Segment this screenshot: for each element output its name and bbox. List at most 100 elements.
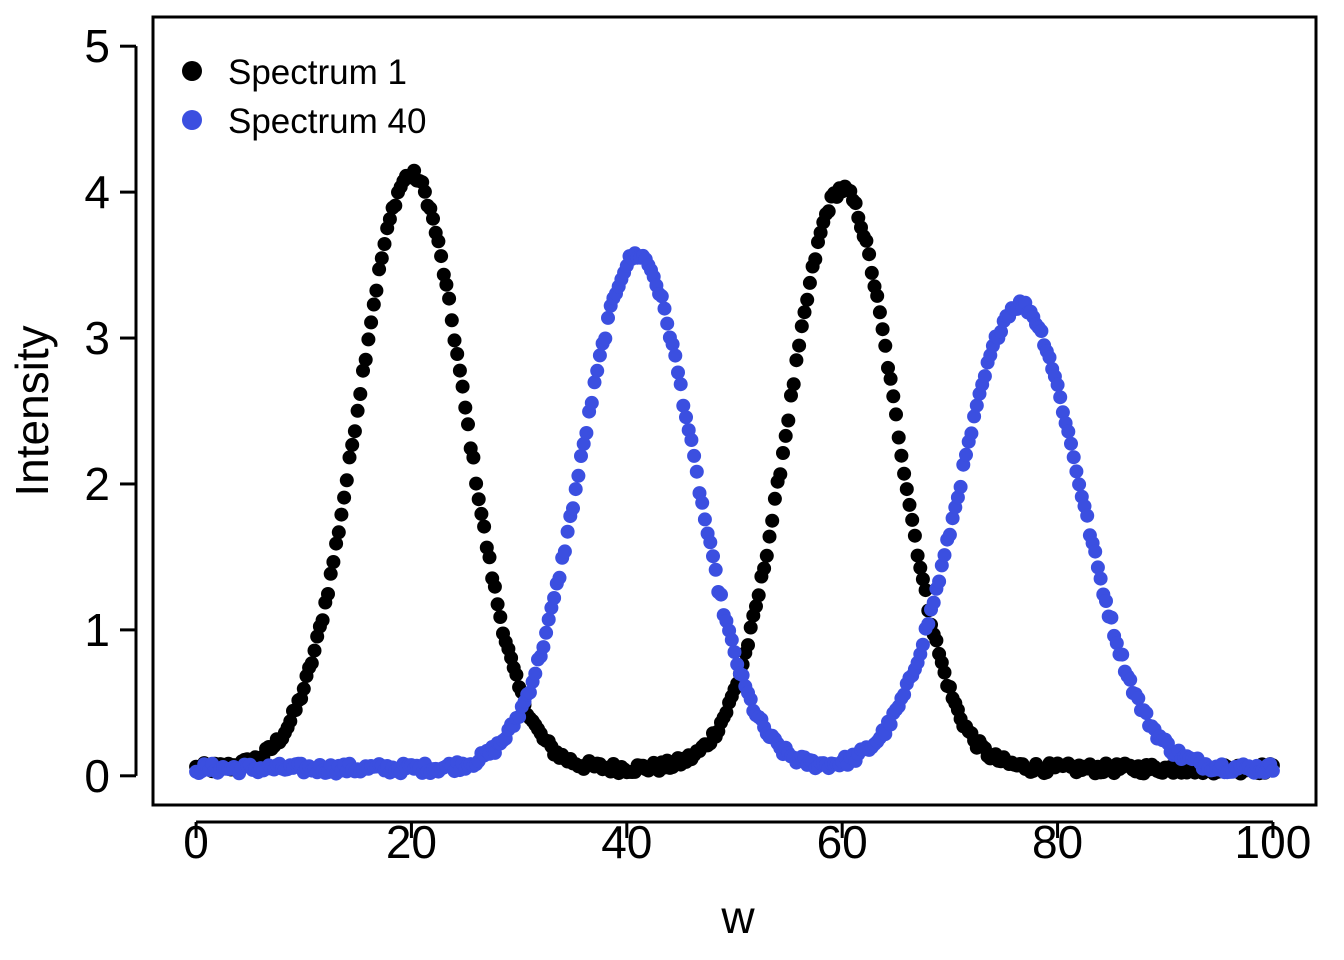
- x-tick-label: 80: [1032, 816, 1083, 868]
- legend-label-spectrum-1: Spectrum 1: [228, 53, 407, 92]
- data-point: [929, 633, 944, 648]
- data-point: [1042, 350, 1057, 365]
- data-point: [899, 482, 914, 497]
- data-point: [458, 400, 473, 415]
- data-point: [964, 426, 979, 441]
- data-point: [364, 315, 379, 330]
- data-point: [926, 595, 941, 610]
- data-point: [676, 398, 691, 413]
- data-point: [1088, 544, 1103, 559]
- data-point: [776, 446, 790, 460]
- data-point: [967, 409, 982, 424]
- data-point: [466, 450, 481, 465]
- data-point: [1104, 610, 1119, 625]
- data-point: [1090, 560, 1105, 575]
- data-point: [477, 519, 492, 534]
- data-point: [872, 305, 887, 320]
- data-point: [886, 389, 901, 404]
- x-tick-label: 20: [386, 816, 437, 868]
- data-point: [918, 583, 933, 598]
- data-point: [490, 597, 505, 612]
- data-point: [315, 613, 330, 628]
- y-tick-label: 4: [84, 166, 110, 218]
- data-point: [579, 426, 594, 440]
- data-point: [374, 251, 389, 266]
- data-point: [859, 233, 874, 248]
- legend: Spectrum 1 Spectrum 40: [182, 53, 426, 141]
- data-point: [932, 574, 947, 589]
- data-point: [417, 184, 432, 199]
- data-point: [1265, 763, 1280, 778]
- data-point: [455, 379, 470, 394]
- data-point: [977, 369, 992, 384]
- data-point: [687, 448, 702, 463]
- data-point: [509, 667, 524, 682]
- data-point: [337, 490, 352, 505]
- data-point: [1131, 691, 1146, 706]
- data-point: [1061, 424, 1076, 439]
- data-point: [703, 535, 718, 550]
- x-axis-title: w: [720, 891, 755, 943]
- data-point: [382, 212, 397, 227]
- data-point: [848, 196, 863, 211]
- data-point: [915, 637, 930, 652]
- data-point: [994, 324, 1008, 339]
- legend-label-spectrum-40: Spectrum 40: [228, 102, 426, 141]
- data-point: [377, 237, 392, 251]
- data-point: [1050, 377, 1065, 392]
- data-point: [913, 560, 928, 575]
- data-point: [821, 204, 836, 219]
- data-point: [706, 549, 720, 564]
- x-tick-label: 0: [183, 816, 209, 868]
- data-point: [552, 570, 567, 585]
- data-point: [889, 407, 903, 422]
- data-point: [915, 572, 930, 587]
- data-point: [684, 433, 699, 447]
- x-tick-label: 100: [1235, 816, 1312, 868]
- y-axis: 0 1 2 3 4 5: [84, 20, 138, 802]
- data-point: [372, 262, 387, 277]
- data-point: [862, 247, 877, 262]
- x-tick-label: 60: [817, 816, 868, 868]
- data-point: [907, 528, 922, 543]
- data-point: [759, 548, 774, 563]
- data-point: [528, 666, 543, 681]
- data-point: [369, 283, 384, 298]
- data-point: [323, 566, 338, 581]
- data-point: [1064, 436, 1078, 451]
- data-point: [883, 371, 898, 386]
- data-point: [910, 548, 925, 563]
- data-point: [708, 562, 723, 577]
- series-2: [189, 246, 1280, 781]
- data-point: [762, 529, 777, 544]
- data-point: [321, 587, 335, 601]
- data-point: [539, 625, 554, 640]
- data-point: [794, 319, 809, 334]
- data-point: [347, 424, 362, 439]
- data-point: [789, 353, 804, 368]
- data-point: [878, 338, 893, 353]
- data-point: [471, 492, 486, 507]
- data-point: [571, 468, 586, 483]
- y-tick-label: 1: [84, 604, 110, 656]
- data-point: [1053, 390, 1068, 405]
- data-point: [296, 681, 311, 696]
- y-tick-label: 0: [84, 750, 110, 802]
- data-point: [905, 512, 920, 527]
- y-tick-label: 5: [84, 20, 110, 72]
- data-point: [671, 365, 685, 380]
- data-point: [450, 347, 465, 361]
- data-point: [937, 665, 952, 680]
- data-point: [945, 511, 960, 526]
- data-point: [808, 252, 823, 267]
- data-point: [1069, 464, 1084, 479]
- data-point: [741, 638, 755, 653]
- data-point: [749, 599, 763, 614]
- data-points: [189, 163, 1280, 781]
- data-point: [695, 495, 710, 510]
- data-point: [881, 360, 895, 375]
- data-point: [959, 447, 973, 462]
- data-point: [474, 506, 489, 521]
- data-point: [461, 417, 475, 432]
- data-point: [358, 352, 373, 367]
